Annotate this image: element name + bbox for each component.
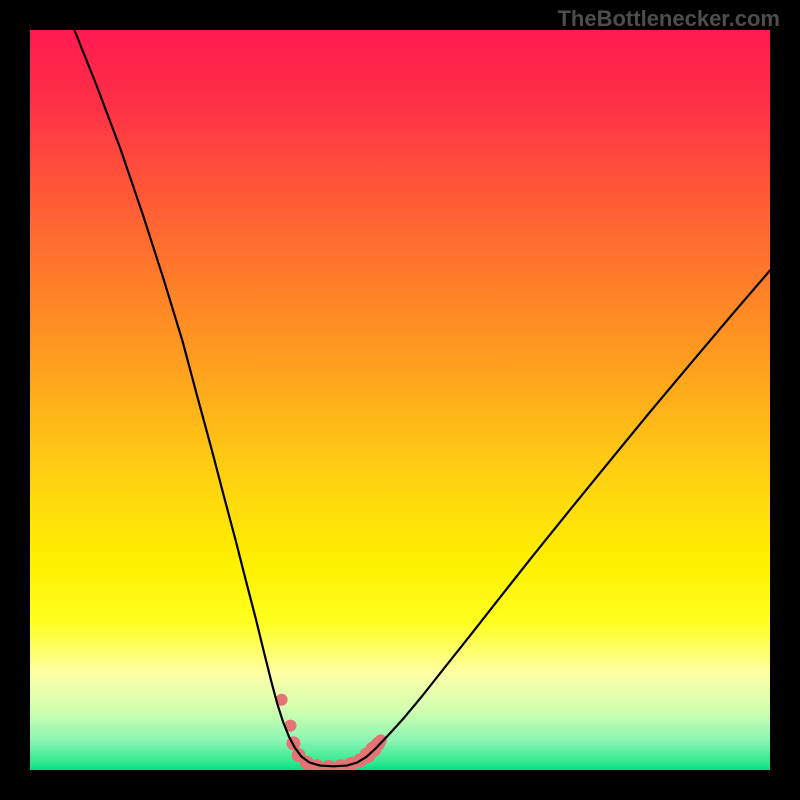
plot-area: [30, 30, 770, 770]
watermark-text: TheBottlenecker.com: [557, 6, 780, 32]
chart-root: TheBottlenecker.com: [0, 0, 800, 800]
curve-layer: [30, 30, 770, 770]
curve-left: [74, 30, 376, 766]
dip-marker-group: [276, 694, 387, 770]
curve-right: [376, 271, 770, 748]
